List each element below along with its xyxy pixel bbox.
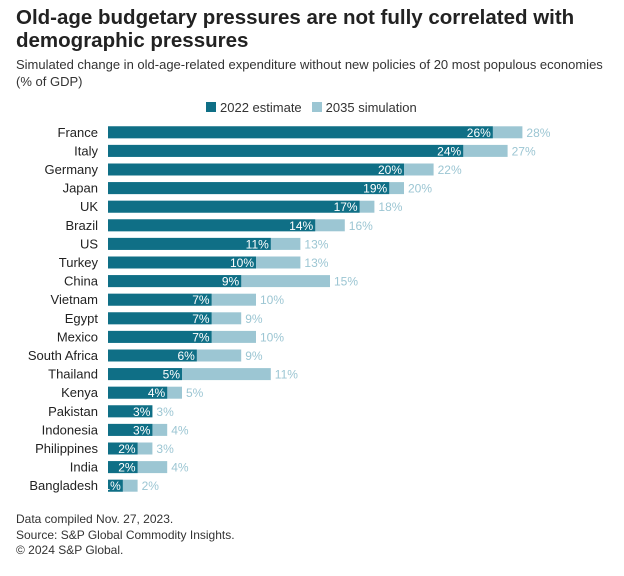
- footer-source: Source: S&P Global Commodity Insights.: [16, 527, 235, 542]
- chart-footer: Data compiled Nov. 27, 2023. Source: S&P…: [16, 512, 616, 559]
- value-label-2022-south-africa: 6%: [177, 349, 195, 363]
- value-label-2022-vietnam: 7%: [192, 293, 210, 307]
- bar-2022-indonesia: [108, 423, 153, 436]
- category-label-egypt: Egypt: [65, 311, 99, 326]
- value-label-2022-japan: 19%: [363, 182, 387, 196]
- value-label-2022-germany: 20%: [378, 163, 402, 177]
- category-label-turkey: Turkey: [59, 255, 99, 270]
- value-label-2022-china: 9%: [222, 275, 240, 289]
- footer-compiled: Data compiled Nov. 27, 2023.: [16, 512, 174, 526]
- bar-2022-philippines: [108, 442, 138, 455]
- value-label-2022-uk: 17%: [334, 200, 358, 214]
- bar-2022-mexico: [108, 330, 212, 343]
- value-label-2035-indonesia: 4%: [171, 423, 189, 437]
- category-label-bangladesh: Bangladesh: [29, 478, 98, 493]
- chart-subtitle: Simulated change in old-age-related expe…: [16, 57, 603, 89]
- value-label-2022-egypt: 7%: [192, 312, 210, 326]
- value-label-2035-philippines: 3%: [156, 442, 174, 456]
- value-label-2035-france: 28%: [526, 126, 550, 140]
- value-label-2022-mexico: 7%: [192, 330, 210, 344]
- category-label-italy: Italy: [74, 143, 98, 158]
- value-label-2022-thailand: 5%: [163, 368, 181, 382]
- bar-2022-germany: [108, 163, 404, 176]
- bar-2022-south-africa: [108, 349, 197, 362]
- category-label-brazil: Brazil: [65, 218, 98, 233]
- category-label-philippines: Philippines: [35, 441, 98, 456]
- bar-2022-france: [108, 126, 493, 139]
- bar-2022-thailand: [108, 368, 182, 381]
- value-label-2022-france: 26%: [467, 126, 491, 140]
- value-label-2035-vietnam: 10%: [260, 293, 284, 307]
- bar-2022-us: [108, 237, 271, 250]
- bar-2022-vietnam: [108, 293, 212, 306]
- legend-item-2035: 2035 simulation: [311, 99, 417, 115]
- bar-2022-japan: [108, 182, 390, 195]
- value-label-2022-bangladesh: 1%: [103, 479, 121, 493]
- bar-2022-pakistan: [108, 405, 153, 418]
- bar-2022-uk: [108, 200, 360, 213]
- legend-swatch-2022: [206, 102, 216, 112]
- value-label-2035-italy: 27%: [512, 144, 536, 158]
- value-label-2035-turkey: 13%: [304, 256, 328, 270]
- legend-item-2022: 2022 estimate: [206, 100, 302, 115]
- value-label-2035-us: 13%: [304, 237, 328, 251]
- category-label-mexico: Mexico: [57, 329, 98, 344]
- value-label-2022-turkey: 10%: [230, 256, 254, 270]
- footer-copyright: © 2024 S&P Global.: [16, 543, 124, 557]
- category-label-germany: Germany: [45, 162, 99, 177]
- category-label-indonesia: Indonesia: [42, 422, 99, 437]
- category-label-vietnam: Vietnam: [51, 292, 98, 307]
- value-label-2022-us: 11%: [246, 237, 269, 251]
- value-label-2035-china: 15%: [334, 275, 358, 289]
- value-label-2022-kenya: 4%: [148, 386, 166, 400]
- value-label-2035-india: 4%: [171, 461, 189, 475]
- value-label-2022-indonesia: 3%: [133, 423, 151, 437]
- legend-label-2022: 2022 estimate: [220, 99, 302, 115]
- bar-2022-kenya: [108, 386, 168, 399]
- value-label-2035-south-africa: 9%: [245, 349, 263, 363]
- value-label-2022-india: 2%: [118, 461, 136, 475]
- category-label-china: China: [64, 274, 99, 289]
- value-label-2022-pakistan: 3%: [133, 405, 151, 419]
- value-label-2035-brazil: 16%: [349, 219, 373, 233]
- category-label-france: France: [58, 125, 98, 140]
- category-label-south-africa: South Africa: [28, 348, 99, 363]
- category-label-india: India: [70, 460, 99, 475]
- legend-label-2035: 2035 simulation: [325, 99, 417, 115]
- category-label-kenya: Kenya: [61, 385, 99, 400]
- category-label-pakistan: Pakistan: [48, 404, 98, 419]
- value-label-2035-germany: 22%: [438, 163, 462, 177]
- value-label-2035-egypt: 9%: [245, 312, 263, 326]
- bar-2022-brazil: [108, 219, 316, 232]
- bar-2022-italy: [108, 144, 464, 157]
- value-label-2035-uk: 18%: [378, 200, 402, 214]
- bar-2022-bangladesh: [108, 479, 123, 492]
- value-label-2022-brazil: 14%: [289, 219, 313, 233]
- value-label-2035-kenya: 5%: [186, 386, 204, 400]
- category-label-thailand: Thailand: [48, 367, 98, 382]
- bar-2022-india: [108, 461, 138, 474]
- value-label-2022-italy: 24%: [437, 144, 461, 158]
- value-label-2035-bangladesh: 2%: [142, 479, 160, 493]
- bar-2022-china: [108, 275, 242, 288]
- chart-legend: 2022 estimate 2035 simulation: [206, 99, 427, 115]
- value-label-2035-thailand: 11%: [275, 368, 298, 382]
- category-label-us: US: [80, 236, 98, 251]
- bar-chart: France 26% 28% Italy 24% 27% Germany 20% 22% Japa…: [28, 125, 551, 493]
- value-label-2022-philippines: 2%: [118, 442, 136, 456]
- bar-2022-turkey: [108, 256, 256, 269]
- value-label-2035-mexico: 10%: [260, 330, 284, 344]
- legend-swatch-2035: [311, 102, 322, 112]
- category-label-japan: Japan: [63, 181, 98, 196]
- category-label-uk: UK: [80, 199, 98, 214]
- chart-title: Old-age budgetary pressures are not full…: [16, 6, 575, 52]
- value-label-2035-japan: 20%: [408, 182, 432, 196]
- value-label-2035-pakistan: 3%: [156, 405, 174, 419]
- bar-2022-egypt: [108, 312, 212, 325]
